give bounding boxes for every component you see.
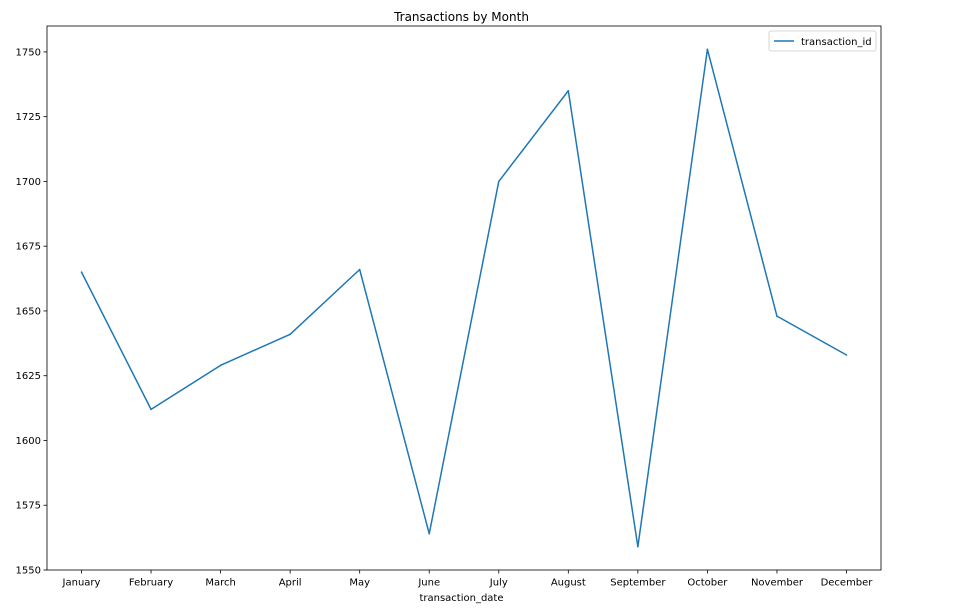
x-tick-label: May (349, 578, 370, 589)
data-point (845, 354, 848, 356)
y-tick-label: 1700 (16, 177, 41, 188)
series-line (80, 48, 847, 548)
x-tick-label: July (489, 578, 508, 589)
x-tick-label: September (610, 578, 666, 589)
data-point (776, 315, 778, 317)
x-tick-label: March (205, 578, 235, 589)
series-layer (80, 48, 848, 548)
legend: transaction_id (768, 30, 877, 52)
y-tick-label: 1575 (16, 501, 41, 512)
x-tick-label: January (62, 578, 101, 589)
legend-box (768, 30, 877, 52)
y-tick-label: 1725 (16, 112, 41, 123)
x-tick-label: August (551, 578, 586, 589)
y-tick-label: 1550 (16, 566, 41, 577)
data-point (289, 333, 291, 336)
y-tick-label: 1750 (16, 47, 41, 58)
x-tick-label: February (129, 578, 173, 589)
data-point (497, 180, 500, 183)
y-tick-label: 1650 (16, 306, 41, 317)
x-tick-label: April (279, 578, 302, 589)
x-axis-title: transaction_date (419, 593, 503, 604)
chart-title: Transactions by Month (393, 10, 529, 24)
x-tick-label: June (417, 578, 440, 589)
y-tick-label: 1675 (16, 242, 41, 253)
x-tick-label: October (687, 578, 728, 589)
plot-area-frame (46, 25, 882, 571)
x-axis: January February March April May June July Augu… (62, 570, 874, 589)
x-tick-label: December (821, 578, 874, 589)
data-point (150, 408, 152, 411)
y-tick-label: 1625 (16, 371, 41, 382)
y-axis: 1550 1575 1600 1625 1650 1675 1700 1725 1750 (16, 47, 47, 577)
x-tick-label: November (751, 578, 804, 589)
data-point (706, 48, 709, 51)
data-point (637, 545, 639, 548)
legend-label: transaction_id (801, 37, 872, 48)
data-point (80, 271, 83, 273)
data-point (358, 268, 361, 271)
data-point (428, 532, 431, 535)
data-point (567, 89, 570, 92)
data-point (219, 364, 222, 367)
y-tick-label: 1600 (16, 436, 41, 447)
